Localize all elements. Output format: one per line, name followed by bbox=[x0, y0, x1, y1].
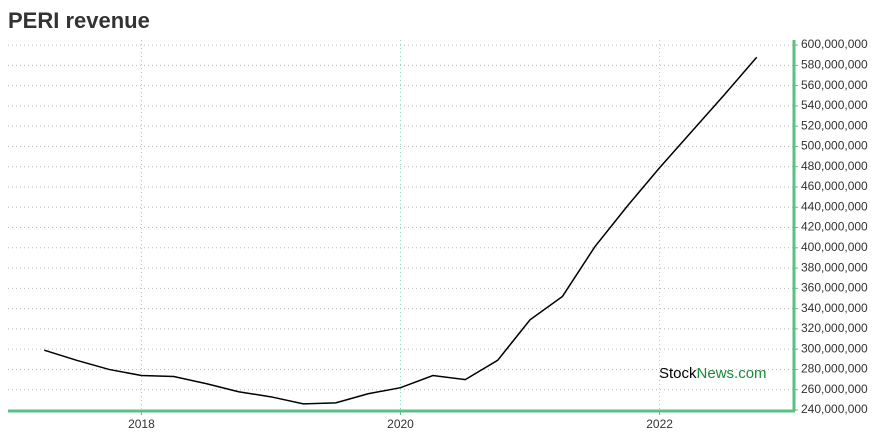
y-tick-label: 300,000,000 bbox=[801, 341, 868, 355]
y-tick-label: 480,000,000 bbox=[801, 159, 868, 173]
watermark: StockNews.com bbox=[659, 365, 767, 382]
x-tick-label: 2018 bbox=[128, 417, 155, 431]
x-tick-label: 2022 bbox=[646, 417, 673, 431]
y-tick-label: 420,000,000 bbox=[801, 220, 868, 234]
y-tick-label: 380,000,000 bbox=[801, 260, 868, 274]
y-tick-label: 500,000,000 bbox=[801, 139, 868, 153]
y-tick-label: 260,000,000 bbox=[801, 382, 868, 396]
y-tick-label: 400,000,000 bbox=[801, 240, 868, 254]
y-tick-label: 600,000,000 bbox=[801, 37, 868, 51]
y-tick-label: 560,000,000 bbox=[801, 78, 868, 92]
y-tick-label: 360,000,000 bbox=[801, 281, 868, 295]
chart-title: PERI revenue bbox=[8, 8, 150, 33]
y-tick-label: 320,000,000 bbox=[801, 321, 868, 335]
y-tick-label: 440,000,000 bbox=[801, 199, 868, 213]
y-tick-label: 460,000,000 bbox=[801, 179, 868, 193]
y-tick-label: 340,000,000 bbox=[801, 301, 868, 315]
y-tick-label: 580,000,000 bbox=[801, 58, 868, 72]
watermark-part: News.com bbox=[697, 365, 767, 382]
y-tick-label: 540,000,000 bbox=[801, 98, 868, 112]
y-tick-label: 520,000,000 bbox=[801, 118, 868, 132]
watermark-part: Stock bbox=[659, 365, 697, 382]
y-tick-label: 280,000,000 bbox=[801, 362, 868, 376]
x-tick-label: 2020 bbox=[387, 417, 414, 431]
y-tick-label: 240,000,000 bbox=[801, 402, 868, 416]
line bbox=[44, 56, 758, 405]
